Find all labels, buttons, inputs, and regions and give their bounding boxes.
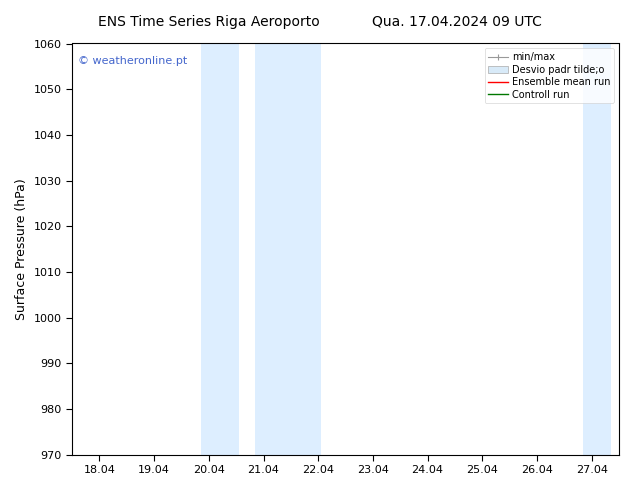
Text: Qua. 17.04.2024 09 UTC: Qua. 17.04.2024 09 UTC <box>372 15 541 29</box>
Bar <box>200 44 239 455</box>
Bar <box>256 44 321 455</box>
Text: © weatheronline.pt: © weatheronline.pt <box>77 56 187 66</box>
Text: ENS Time Series Riga Aeroporto: ENS Time Series Riga Aeroporto <box>98 15 320 29</box>
Bar <box>583 44 611 455</box>
Bar <box>619 44 634 455</box>
Legend: min/max, Desvio padr tilde;o, Ensemble mean run, Controll run: min/max, Desvio padr tilde;o, Ensemble m… <box>484 49 614 103</box>
Y-axis label: Surface Pressure (hPa): Surface Pressure (hPa) <box>15 178 28 320</box>
